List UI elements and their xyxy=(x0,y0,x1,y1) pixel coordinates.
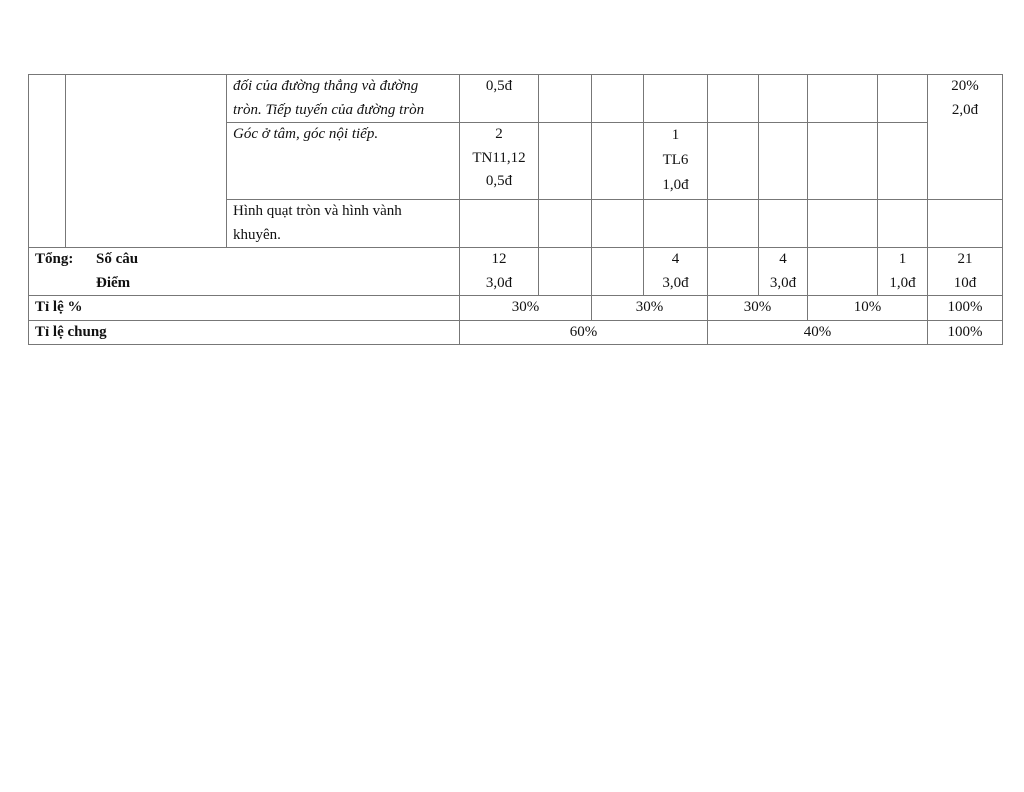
score: 10đ xyxy=(953,274,977,291)
count: 4 xyxy=(671,251,680,267)
score: 1,0đ xyxy=(889,274,916,291)
count: 21 xyxy=(957,251,973,267)
count: 1 xyxy=(898,251,907,267)
empty-cell xyxy=(758,122,808,200)
percent-cell: 30% xyxy=(707,295,808,321)
topic-total-cell: 20% 2,0đ xyxy=(927,74,1003,200)
topic-line: đối của đường thẳng và đường xyxy=(233,78,419,94)
topic-line: Hình quạt tròn và hình vành xyxy=(233,203,402,219)
total-label: Tổng: xyxy=(35,251,74,267)
total-cell: 4 3,0đ xyxy=(643,247,708,296)
score: 3,0đ xyxy=(485,274,513,291)
score: 1,0đ xyxy=(662,177,689,193)
empty-cell xyxy=(538,199,592,248)
count: 1 xyxy=(671,127,680,143)
empty-cell xyxy=(758,199,808,248)
empty-cell xyxy=(927,199,1003,248)
empty-cell xyxy=(877,199,928,248)
overall-row: Tỉ lệ chung 60% 40% 100% xyxy=(28,319,1003,345)
total-label-cell: Tổng: Số câu Điểm xyxy=(28,247,460,296)
count: 4 xyxy=(779,251,787,267)
total-score: 2,0đ xyxy=(951,101,979,118)
empty-cell xyxy=(65,74,227,248)
empty-cell xyxy=(591,199,644,248)
empty-cell xyxy=(807,122,878,200)
empty-cell xyxy=(707,247,759,296)
topic-cell: đối của đường thẳng và đường tròn. Tiếp … xyxy=(226,74,460,123)
empty-cell xyxy=(28,74,66,248)
empty-cell xyxy=(538,122,592,200)
overall-cell: 60% xyxy=(459,319,708,345)
score-label: Điểm xyxy=(96,274,131,291)
score: 0,5đ xyxy=(485,173,513,189)
empty-cell xyxy=(807,74,878,123)
total-row: Tổng: Số câu Điểm 12 3,0đ 4 3,0đ 4 3,0đ 1 1,0… xyxy=(28,247,1003,296)
table-row: đối của đường thẳng và đường tròn. Tiếp … xyxy=(28,74,1003,248)
empty-cell xyxy=(877,74,928,123)
question-ids: TN11,12 xyxy=(472,149,526,166)
question-ids: TL6 xyxy=(662,152,689,168)
empty-cell xyxy=(591,74,644,123)
score-cell: 2 TN11,12 0,5đ xyxy=(459,122,539,200)
total-percent: 20% xyxy=(951,78,979,94)
count: 2 xyxy=(495,126,503,142)
table-row: Góc ở tâm, góc nội tiếp. 2 TN11,12 0,5đ … xyxy=(29,122,1003,200)
overall-cell: 100% xyxy=(927,319,1003,345)
overall-cell: 40% xyxy=(707,319,928,345)
empty-cell xyxy=(758,74,808,123)
score-cell: 1 TL6 1,0đ xyxy=(643,122,708,200)
topic-cell: Hình quạt tròn và hình vành khuyên. xyxy=(226,199,460,248)
empty-cell xyxy=(877,122,928,200)
total-cell: 12 3,0đ xyxy=(459,247,539,296)
percent-cell: 100% xyxy=(927,295,1003,321)
score: 3,0đ xyxy=(662,274,689,291)
count: 12 xyxy=(491,251,507,267)
percent-label: Tỉ lệ % xyxy=(28,295,460,321)
table-row: Hình quạt tròn và hình vành khuyên. xyxy=(29,199,1003,248)
score-cell: 0,5đ xyxy=(459,74,539,123)
total-cell: 21 10đ xyxy=(927,247,1003,296)
empty-cell xyxy=(459,199,539,248)
percent-cell: 30% xyxy=(459,295,592,321)
percent-row: Tỉ lệ % 30% 30% 30% 10% 100% xyxy=(28,295,1003,321)
score: 3,0đ xyxy=(769,274,797,291)
empty-cell xyxy=(591,122,644,200)
exam-matrix-table: đối của đường thẳng và đường tròn. Tiếp … xyxy=(28,74,1003,345)
total-cell: 1 1,0đ xyxy=(877,247,928,296)
empty-cell xyxy=(538,247,592,296)
empty-cell xyxy=(591,247,644,296)
empty-cell xyxy=(538,74,592,123)
empty-cell xyxy=(643,74,708,123)
empty-cell xyxy=(707,199,759,248)
topic-line: tròn. Tiếp tuyến của đường tròn xyxy=(233,101,425,118)
empty-cell xyxy=(807,199,878,248)
empty-cell xyxy=(707,74,759,123)
overall-label: Tỉ lệ chung xyxy=(28,319,460,345)
empty-cell xyxy=(807,247,878,296)
empty-cell xyxy=(707,122,759,200)
empty-cell xyxy=(643,199,708,248)
topic-line: khuyên. xyxy=(233,226,281,243)
percent-cell: 30% xyxy=(591,295,708,321)
count-label: Số câu xyxy=(96,251,139,267)
topic-cell: Góc ở tâm, góc nội tiếp. xyxy=(226,122,460,200)
percent-cell: 10% xyxy=(807,295,928,321)
total-cell: 4 3,0đ xyxy=(758,247,808,296)
